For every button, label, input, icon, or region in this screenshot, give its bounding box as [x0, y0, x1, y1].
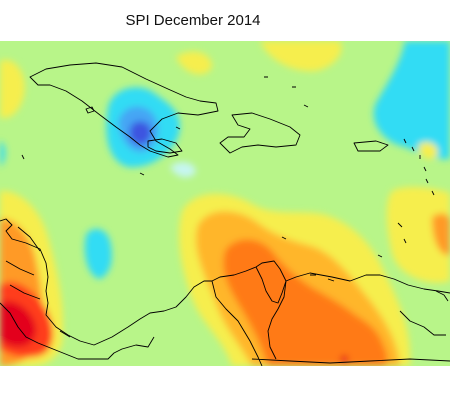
coastline-small-islands	[21, 76, 449, 302]
coastline-hispaniola	[219, 112, 301, 154]
coastline-pacific-side	[0, 302, 155, 360]
dry-region-bahamas	[176, 51, 212, 75]
coastline-central-america	[0, 218, 212, 346]
wet-region-atlantic	[373, 41, 450, 160]
dry-region-venezuela-east	[296, 300, 385, 366]
country-borders	[5, 226, 450, 366]
coastline-maracaibo	[255, 266, 287, 304]
dry-region-ne	[386, 187, 450, 283]
very-wet-cuba	[129, 121, 152, 145]
wet-region-west-edge	[0, 141, 6, 167]
coastline-south-america	[211, 260, 450, 360]
coastline-isle-of-youth	[85, 106, 95, 114]
coastline-puerto-rico	[353, 140, 389, 152]
map-title: SPI December 2014	[125, 12, 261, 29]
wet-region-central	[84, 228, 112, 279]
coastline-lesser-antilles	[377, 138, 435, 258]
dry-region-nw	[0, 59, 25, 119]
dry-region-ne-core	[432, 213, 450, 256]
dry-region-puerto-rico	[418, 142, 438, 160]
coastline-jamaica	[147, 138, 183, 154]
coastlines	[0, 62, 450, 366]
mild-wet-cayman	[170, 162, 196, 178]
spi-map	[0, 41, 450, 366]
dry-region-north-center	[260, 41, 342, 72]
dry-region-central-america-max	[0, 301, 37, 347]
extreme-dry-dot	[340, 355, 348, 363]
